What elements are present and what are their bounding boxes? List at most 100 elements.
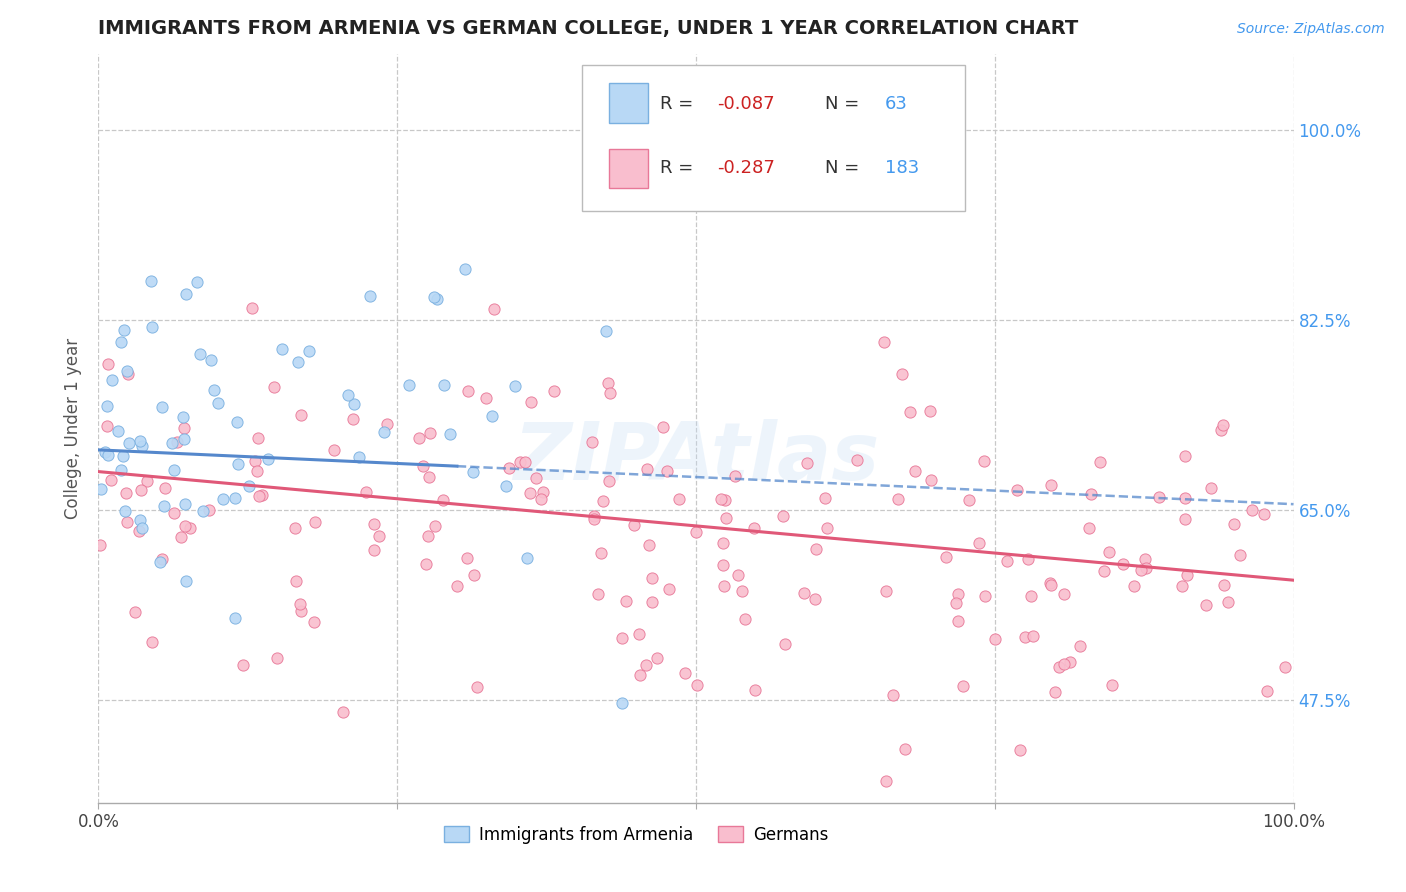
- Point: [627, 627, 650, 641]
- Point: [673, 665, 696, 680]
- Point: [457, 384, 479, 399]
- Point: [115, 516, 138, 530]
- Point: [174, 574, 197, 589]
- Point: [111, 449, 134, 463]
- Point: [804, 542, 827, 557]
- Point: [1209, 423, 1232, 437]
- Point: [153, 481, 176, 495]
- Point: [1017, 551, 1039, 566]
- Point: [589, 546, 612, 560]
- Point: [1014, 630, 1036, 644]
- Point: [1147, 490, 1170, 504]
- Point: [174, 287, 197, 301]
- Point: [599, 386, 621, 401]
- Point: [946, 614, 969, 628]
- Point: [1088, 455, 1111, 469]
- Point: [1274, 659, 1296, 673]
- Point: [197, 503, 219, 517]
- Point: [710, 491, 733, 506]
- Point: [129, 513, 152, 527]
- Point: [612, 697, 634, 711]
- Point: [290, 408, 312, 422]
- Point: [516, 551, 538, 566]
- Point: [815, 521, 838, 535]
- Point: [647, 651, 669, 665]
- Point: [1175, 567, 1198, 582]
- Point: [343, 396, 366, 410]
- Point: [288, 597, 311, 611]
- Point: [238, 479, 260, 493]
- Point: [957, 493, 980, 508]
- Point: [612, 631, 634, 645]
- Point: [207, 396, 229, 410]
- Point: [285, 574, 308, 588]
- Point: [97, 357, 120, 371]
- Point: [375, 417, 398, 431]
- Point: [845, 453, 868, 467]
- Point: [1039, 478, 1062, 492]
- Point: [775, 638, 797, 652]
- Point: [714, 511, 737, 525]
- Text: 63: 63: [884, 95, 908, 112]
- Point: [1010, 743, 1032, 757]
- Point: [232, 658, 254, 673]
- Point: [1195, 598, 1218, 612]
- Point: [1174, 449, 1197, 463]
- Point: [139, 274, 162, 288]
- Point: [945, 596, 967, 610]
- Point: [408, 431, 430, 445]
- Point: [426, 292, 449, 306]
- Point: [920, 404, 942, 418]
- Point: [415, 557, 437, 571]
- Point: [1077, 521, 1099, 535]
- Point: [484, 301, 506, 316]
- Point: [461, 465, 484, 479]
- Point: [243, 454, 266, 468]
- Point: [1133, 552, 1156, 566]
- Point: [1212, 417, 1234, 432]
- Point: [110, 335, 132, 350]
- Point: [668, 492, 690, 507]
- Point: [995, 554, 1018, 568]
- Point: [150, 400, 173, 414]
- Point: [337, 388, 360, 402]
- Point: [129, 434, 152, 448]
- Point: [115, 364, 138, 378]
- Point: [530, 491, 553, 506]
- Point: [153, 499, 176, 513]
- Point: [638, 538, 661, 552]
- Point: [503, 379, 526, 393]
- Point: [1201, 481, 1223, 495]
- Point: [114, 504, 136, 518]
- Point: [658, 582, 681, 596]
- Point: [873, 334, 896, 349]
- Point: [363, 543, 385, 558]
- Point: [724, 468, 747, 483]
- Point: [894, 742, 917, 756]
- Point: [173, 421, 195, 435]
- Point: [225, 415, 247, 429]
- Point: [270, 342, 292, 356]
- Point: [419, 426, 441, 441]
- Point: [742, 520, 765, 534]
- Point: [304, 515, 326, 529]
- Point: [166, 435, 188, 450]
- Point: [882, 689, 904, 703]
- Point: [1213, 577, 1236, 591]
- Point: [583, 512, 606, 526]
- Point: [263, 380, 285, 394]
- Y-axis label: College, Under 1 year: College, Under 1 year: [63, 337, 82, 519]
- Point: [475, 391, 498, 405]
- Point: [266, 651, 288, 665]
- Point: [94, 445, 117, 459]
- Point: [170, 530, 193, 544]
- Point: [685, 524, 707, 539]
- Point: [711, 558, 734, 573]
- Point: [172, 410, 194, 425]
- Point: [1122, 579, 1144, 593]
- Point: [1101, 678, 1123, 692]
- Point: [946, 586, 969, 600]
- Point: [131, 439, 153, 453]
- Point: [247, 490, 270, 504]
- Point: [1053, 587, 1076, 601]
